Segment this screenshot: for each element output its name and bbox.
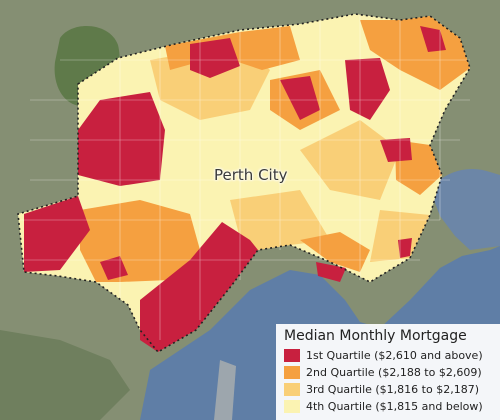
legend-item-q4: 4th Quartile ($1,815 and below) (284, 398, 496, 415)
legend-label-q4: 4th Quartile ($1,815 and below) (306, 400, 483, 413)
q1-area-west (24, 196, 90, 272)
legend-item-q2: 2nd Quartile ($2,188 to $2,609) (284, 364, 496, 381)
city-label: Perth City (214, 166, 288, 184)
city-boundary (17, 13, 471, 354)
river-bend (430, 169, 500, 250)
suburb-area (0, 330, 130, 420)
q1-area-northeast (345, 58, 390, 120)
legend-item-q3: 3rd Quartile ($1,816 to $2,187) (284, 381, 496, 398)
legend-label-q3: 3rd Quartile ($1,816 to $2,187) (306, 383, 479, 396)
bridge (214, 360, 236, 420)
q2-area-south (300, 232, 370, 272)
q1-area-east (380, 138, 412, 162)
q1-area-center (280, 76, 320, 120)
q2-area-northeast (360, 16, 470, 90)
legend-swatch-q2 (284, 366, 300, 379)
parcel-boundaries (20, 16, 470, 340)
legend-swatch-q4 (284, 400, 300, 413)
legend-label-q2: 2nd Quartile ($2,188 to $2,609) (306, 366, 482, 379)
quartile-1-areas (24, 26, 446, 352)
q1-area-small-southeast (398, 238, 412, 258)
legend-title: Median Monthly Mortgage (284, 328, 467, 344)
q1-area-small-west (100, 256, 128, 280)
legend-label-q1: 1st Quartile ($2,610 and above) (306, 349, 483, 362)
legend-item-q1: 1st Quartile ($2,610 and above) (284, 347, 496, 364)
legend-swatch-q1 (284, 349, 300, 362)
q1-area-south (316, 262, 346, 282)
legend-swatch-q3 (284, 383, 300, 396)
q1-area-far-northeast (420, 26, 446, 52)
q1-area-southwest (140, 222, 258, 352)
map-legend: Median Monthly Mortgage 1st Quartile ($2… (276, 324, 500, 420)
q1-area-north (190, 38, 240, 78)
q1-area-northwest (78, 92, 165, 186)
